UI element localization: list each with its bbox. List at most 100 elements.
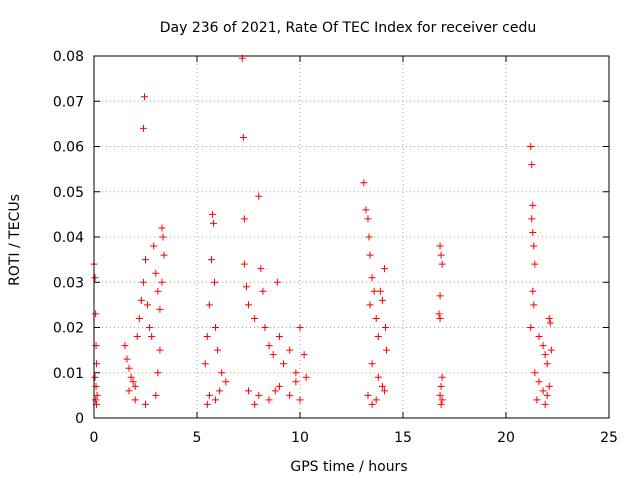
data-point: [201, 360, 209, 368]
data-point: [209, 219, 217, 227]
data-point: [280, 360, 288, 368]
grid-lines: [94, 56, 609, 418]
y-axis-label: ROTI / TECUs: [7, 194, 23, 286]
data-point: [368, 360, 376, 368]
data-point: [92, 310, 100, 318]
data-point: [380, 265, 388, 273]
data-point: [529, 287, 537, 295]
y-tick-label: 0.04: [53, 230, 84, 246]
data-point: [129, 378, 137, 386]
data-point: [543, 391, 551, 399]
x-tick-label: 5: [193, 430, 202, 446]
data-point: [436, 292, 444, 300]
data-point: [437, 251, 445, 259]
data-point: [156, 305, 164, 313]
data-point: [265, 342, 273, 350]
data-point: [436, 314, 444, 322]
data-point: [216, 387, 224, 395]
data-points: [90, 54, 555, 408]
data-point: [533, 396, 541, 404]
data-point: [366, 251, 374, 259]
data-point: [131, 396, 139, 404]
y-tick-label: 0: [75, 411, 84, 427]
data-point: [152, 391, 160, 399]
y-tick-label: 0.01: [53, 366, 84, 382]
y-tick-label: 0.06: [53, 140, 84, 156]
data-point: [529, 201, 537, 209]
data-point: [242, 283, 250, 291]
data-point: [296, 324, 304, 331]
data-point: [286, 391, 294, 399]
data-point: [125, 387, 133, 395]
data-point: [261, 324, 269, 331]
data-point: [300, 351, 308, 359]
data-point: [364, 391, 372, 399]
x-tick-label: 20: [497, 430, 515, 446]
data-point: [292, 378, 300, 386]
x-axis-label: GPS time / hours: [290, 459, 407, 475]
data-point: [269, 351, 277, 359]
data-point: [530, 301, 538, 309]
y-tick-label: 0.08: [53, 49, 84, 65]
data-point: [368, 400, 376, 408]
data-point: [527, 324, 535, 331]
data-point: [245, 301, 252, 309]
data-point: [547, 346, 555, 354]
data-point: [203, 333, 211, 341]
data-point: [135, 314, 143, 322]
data-point: [541, 400, 549, 408]
data-point: [383, 346, 391, 354]
data-point: [292, 369, 300, 377]
data-point: [437, 400, 445, 408]
data-point: [275, 333, 283, 341]
data-point: [127, 373, 135, 381]
data-point: [154, 287, 162, 295]
data-point: [133, 333, 141, 341]
data-point: [152, 269, 160, 277]
data-point: [158, 278, 166, 286]
data-point: [139, 278, 147, 286]
data-point: [159, 233, 167, 241]
y-tick-label: 0.05: [53, 185, 84, 201]
data-point: [539, 387, 547, 395]
data-point: [259, 287, 267, 295]
data-point: [144, 301, 152, 309]
data-point: [528, 161, 536, 169]
data-point: [222, 378, 230, 386]
data-point: [123, 355, 131, 363]
data-point: [273, 278, 281, 286]
data-point: [255, 391, 263, 399]
x-tick-label: 10: [291, 430, 309, 446]
data-point: [160, 251, 168, 259]
data-point: [142, 256, 149, 264]
data-point: [131, 382, 139, 390]
data-point: [437, 382, 445, 390]
data-point: [154, 369, 162, 377]
data-point: [368, 274, 376, 282]
data-point: [93, 391, 101, 399]
data-point: [240, 215, 248, 223]
data-point: [218, 369, 226, 377]
data-point: [541, 351, 549, 359]
data-point: [438, 260, 446, 268]
data-point: [362, 206, 370, 214]
data-point: [543, 360, 551, 368]
data-point: [528, 215, 536, 223]
data-point: [212, 396, 220, 404]
data-point: [535, 333, 543, 341]
y-tick-label: 0.03: [53, 275, 84, 291]
data-point: [436, 242, 444, 250]
data-point: [205, 301, 213, 309]
data-point: [376, 287, 384, 295]
data-point: [545, 382, 553, 390]
axis-ticks: 0 0.01 0.02 0.03 0.04 0.05 0.06 0.07 0.08 0 5 10 15 2…: [53, 49, 618, 446]
data-point: [239, 133, 247, 141]
data-point: [271, 387, 279, 395]
data-point: [137, 296, 145, 304]
data-point: [546, 319, 554, 327]
data-point: [529, 228, 537, 236]
y-tick-label: 0.02: [53, 321, 84, 337]
data-point: [140, 93, 148, 101]
